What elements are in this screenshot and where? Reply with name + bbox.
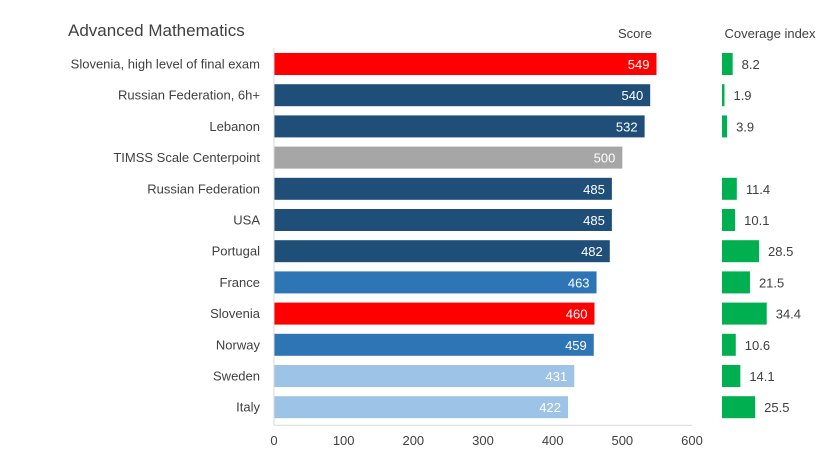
category-label: Russian Federation, 6h+ [118, 88, 260, 103]
x-tick-label: 0 [270, 433, 277, 448]
score-bar [274, 302, 595, 325]
x-tick-label: 200 [402, 433, 424, 448]
coverage-header: Coverage index [724, 26, 816, 41]
coverage-data-label: 21.5 [759, 275, 784, 290]
category-label: Italy [236, 400, 260, 415]
coverage-data-label: 28.5 [768, 244, 793, 259]
coverage-bar [722, 177, 737, 200]
coverage-bar [722, 84, 725, 107]
coverage-data-label: 3.9 [736, 119, 754, 134]
category-label: TIMSS Scale Centerpoint [113, 150, 260, 165]
coverage-bar [722, 333, 736, 356]
category-label: USA [233, 213, 260, 228]
score-bar [274, 177, 612, 200]
coverage-bar [722, 209, 736, 231]
score-bar [274, 240, 610, 263]
score-data-label: 431 [546, 369, 568, 384]
score-data-label: 460 [566, 307, 588, 322]
category-label: France [220, 275, 260, 290]
score-bar [274, 53, 657, 75]
category-label: Sweden [213, 369, 260, 384]
score-data-label: 463 [568, 275, 590, 290]
coverage-data-label: 1.9 [733, 88, 751, 103]
coverage-data-label: 10.1 [744, 213, 769, 228]
x-tick-label: 600 [681, 433, 703, 448]
score-data-label: 485 [583, 182, 605, 197]
score-bar [274, 84, 651, 107]
score-data-label: 500 [594, 151, 616, 166]
category-label: Slovenia [210, 306, 261, 321]
score-bar [274, 271, 597, 294]
x-tick-label: 100 [333, 433, 355, 448]
coverage-bar [722, 271, 750, 294]
coverage-data-label: 34.4 [776, 307, 801, 322]
coverage-data-label: 14.1 [749, 369, 774, 384]
score-data-label: 422 [539, 400, 561, 415]
x-tick-label: 300 [472, 433, 494, 448]
score-data-label: 459 [565, 338, 587, 353]
category-label: Portugal [212, 244, 261, 259]
x-tick-label: 400 [542, 433, 564, 448]
category-label: Lebanon [209, 119, 260, 134]
score-header: Score [618, 26, 652, 41]
coverage-data-label: 8.2 [742, 57, 760, 72]
coverage-bar [722, 396, 756, 419]
chart-title: Advanced Mathematics [68, 21, 245, 40]
score-data-label: 532 [616, 119, 638, 134]
coverage-bar [722, 365, 741, 387]
score-data-label: 540 [621, 88, 643, 103]
coverage-bar [722, 115, 728, 138]
category-label: Slovenia, high level of final exam [71, 57, 260, 72]
score-data-label: 482 [581, 244, 603, 259]
score-bar [274, 209, 612, 231]
score-data-label: 549 [628, 57, 650, 72]
score-data-label: 485 [583, 213, 605, 228]
coverage-bar [722, 240, 760, 263]
score-bar [274, 365, 575, 387]
score-bar [274, 396, 568, 419]
coverage-bar [722, 53, 733, 75]
score-bar [274, 146, 623, 169]
score-bar [274, 333, 594, 356]
coverage-data-label: 25.5 [764, 400, 789, 415]
category-label: Russian Federation [147, 181, 260, 196]
x-tick-label: 500 [611, 433, 633, 448]
category-label: Norway [216, 337, 261, 352]
coverage-bar [722, 302, 767, 325]
score-bar [274, 115, 645, 138]
coverage-data-label: 10.6 [745, 338, 770, 353]
coverage-data-label: 11.4 [746, 182, 770, 197]
